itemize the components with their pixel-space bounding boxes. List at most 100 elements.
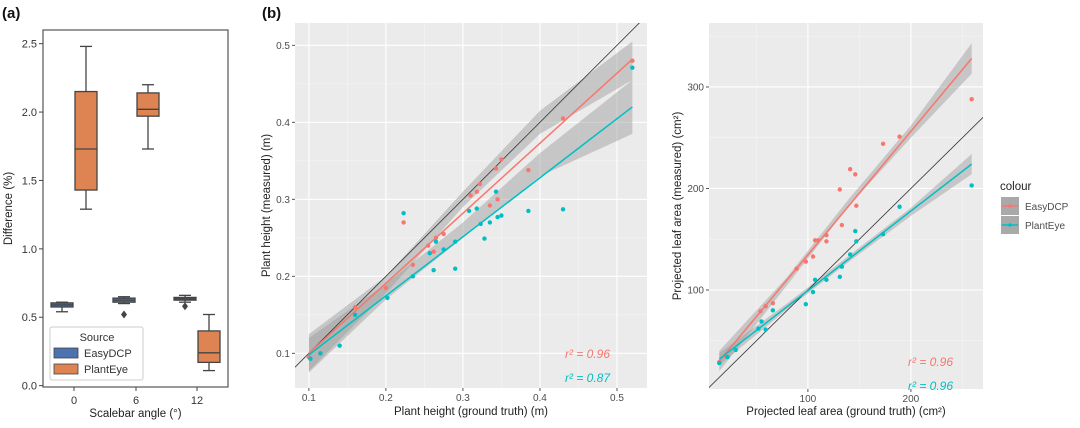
- x-tick-label: 0.1: [302, 393, 316, 404]
- data-point-easydcp: [493, 166, 499, 171]
- plot-marks: [709, 43, 983, 388]
- data-point-easydcp: [495, 197, 500, 202]
- x-tick-label: 6: [133, 395, 139, 407]
- plot-background: [709, 23, 983, 389]
- fit-line-easydcp: [308, 58, 633, 354]
- box-easydcp-6: [112, 296, 136, 319]
- data-point-planteye: [337, 343, 342, 348]
- data-point-planteye: [837, 274, 843, 280]
- data-point-planteye: [493, 189, 499, 194]
- data-point-planteye: [733, 347, 738, 353]
- data-point-easydcp: [352, 304, 358, 310]
- legend-swatch: [53, 347, 79, 359]
- r-squared-annotation: r² = 0.87: [565, 371, 611, 385]
- confidence-band-easydcp: [719, 43, 972, 372]
- data-point-easydcp: [431, 249, 436, 254]
- legend-swatch: [53, 363, 79, 375]
- data-point-easydcp: [499, 157, 504, 162]
- legend: colour EasyDCP PlantEye: [1000, 181, 1069, 234]
- data-point-planteye: [759, 319, 764, 324]
- x-tick-label: 0.3: [456, 393, 470, 404]
- data-point-planteye: [969, 183, 974, 188]
- scatter-panel-1: 0.1 0.2 0.3 0.4 0.5 0.1 0.2 0.3 0.4 0.5 r² = 0.96 r…: [261, 23, 647, 418]
- data-point-planteye: [431, 267, 436, 273]
- data-point-easydcp: [839, 222, 845, 228]
- legend-label: EasyDCP: [84, 348, 132, 360]
- fit-line-planteye: [308, 106, 633, 356]
- data-point-easydcp: [477, 181, 483, 187]
- y-axis-label: Projected leaf area (measured) (cm²): [672, 112, 684, 301]
- box: [74, 90, 98, 191]
- confidence-band-planteye: [719, 153, 972, 366]
- data-point-planteye: [725, 354, 730, 360]
- data-point-easydcp: [897, 134, 902, 139]
- outlier-point: [121, 310, 127, 319]
- scatter-panel-2: 100 200 100 200 300 r² = 0.96 r² = 0.96 Project…: [672, 23, 1069, 418]
- r-squared-annotation: r² = 0.96: [908, 379, 953, 393]
- box-planteye-6: [136, 84, 160, 150]
- data-point-planteye: [474, 206, 479, 211]
- x-tick-label: 0.2: [379, 393, 393, 404]
- x-tick-label: 200: [903, 394, 920, 405]
- identity-line: [709, 117, 983, 388]
- x-tick-label: 12: [191, 395, 203, 407]
- legend: Source EasyDCP PlantEye: [49, 326, 144, 381]
- data-point-easydcp: [770, 301, 776, 306]
- data-point-easydcp: [812, 238, 818, 243]
- data-point-easydcp: [468, 193, 473, 198]
- box-planteye-0: [74, 45, 98, 210]
- data-point-easydcp: [441, 231, 446, 237]
- y-tick-label: 0.5: [22, 312, 37, 324]
- data-point-easydcp: [803, 259, 809, 264]
- legend-title: colour: [1000, 181, 1031, 193]
- panel-label-b: (b): [262, 5, 281, 22]
- y-tick-label: 2.0: [22, 107, 37, 119]
- x-tick-label: 0.4: [533, 393, 547, 404]
- y-tick-label: 0.1: [276, 349, 290, 360]
- confidence-band-easydcp: [308, 41, 633, 372]
- y-tick-label: 0.5: [276, 41, 290, 52]
- box: [136, 92, 160, 117]
- box: [197, 330, 221, 364]
- y-tick-label: 1.5: [22, 175, 37, 187]
- legend-label: PlantEye: [1025, 221, 1065, 232]
- y-axis-label: Plant height (measured) (m): [261, 134, 273, 277]
- y-tick-label: 200: [687, 184, 704, 195]
- data-point-planteye: [770, 308, 776, 313]
- r-squared-annotation: r² = 0.96: [565, 347, 610, 361]
- y-tick-label: 1.0: [22, 244, 37, 256]
- data-point-easydcp: [880, 141, 886, 147]
- data-point-easydcp: [847, 166, 853, 172]
- data-point-planteye: [453, 266, 458, 271]
- x-tick-label: 0.5: [610, 393, 624, 404]
- data-point-easydcp: [854, 203, 859, 208]
- y-tick-label: 0.2: [276, 272, 290, 283]
- data-point-planteye: [495, 214, 500, 220]
- box-easydcp-0: [50, 301, 74, 313]
- y-tick-label: 0.3: [276, 195, 290, 206]
- y-tick-label: 0.0: [22, 381, 37, 393]
- data-point-planteye: [526, 208, 531, 214]
- r-squared-annotation: r² = 0.96: [908, 355, 953, 369]
- data-point-planteye: [854, 239, 859, 244]
- data-point-planteye: [810, 289, 816, 295]
- data-point-planteye: [560, 207, 566, 212]
- data-point-planteye: [763, 327, 768, 332]
- data-point-planteye: [812, 277, 818, 283]
- fit-line-planteye: [718, 163, 973, 360]
- x-tick-label: 0: [71, 395, 77, 407]
- data-point-planteye: [847, 252, 853, 257]
- data-point-planteye: [385, 295, 390, 301]
- boxplot-panel: 0.0 0.5 1.0 1.5 2.0 2.5 0 6 12 Source EasyDCP Plant…: [3, 29, 229, 420]
- data-point-planteye: [482, 236, 487, 241]
- x-axis-label: Projected leaf area (ground truth) (cm²): [746, 406, 946, 418]
- data-point-easydcp: [837, 187, 843, 192]
- data-point-easydcp: [824, 239, 829, 244]
- legend-key-point: [1008, 204, 1012, 208]
- y-tick-label: 100: [687, 286, 704, 297]
- legend-title: Source: [80, 332, 115, 344]
- legend-key-point: [1008, 223, 1012, 227]
- data-point-planteye: [803, 302, 809, 307]
- box-easydcp-12: [173, 294, 197, 311]
